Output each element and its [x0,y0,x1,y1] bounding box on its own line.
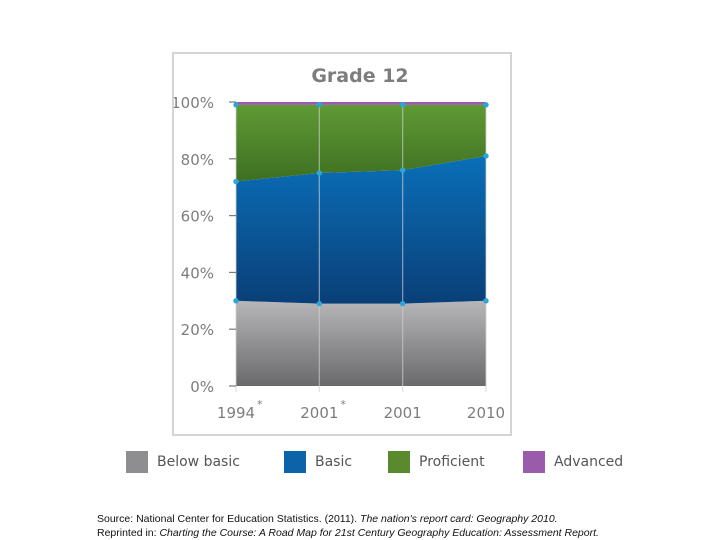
legend-label-basic: Basic [315,454,353,470]
x-tick-mark: * [257,398,263,411]
y-tick-label: 80% [181,151,214,169]
data-markers [233,102,489,307]
x-tick-label: 2010 [467,404,505,422]
legend-item-basic: Basic [284,448,352,476]
legend-swatch-advanced [523,451,545,473]
area-basic [236,155,486,304]
data-point-marker [483,102,489,108]
legend-label-advanced: Advanced [554,454,624,470]
source-line-2-text: Reprinted in: [97,527,160,539]
data-point-marker [399,102,406,108]
legend-item-below-basic: Below basic [126,448,240,476]
data-point-marker [399,167,406,173]
data-point-marker [233,298,239,304]
chart-svg: Grade 12 0%20%40%60%80%100%1994 * 2001 * 200… [174,65,505,422]
x-tick-mark: * [340,398,346,411]
x-tick-label: 2001 [384,404,422,422]
legend-label-below-basic: Below basic [157,454,240,470]
x-tick-label: 1994 [217,404,255,422]
y-tick-label: 20% [181,321,214,339]
y-tick-label: 0% [190,378,214,396]
y-tick-label: 100% [174,94,214,112]
y-tick-label: 60% [181,208,214,226]
legend-swatch-basic [284,451,306,473]
y-tick-label: 40% [181,264,214,282]
source-line-1: Source: National Center for Education St… [97,512,599,526]
chart-axes: 0%20%40%60%80%100%1994 * 2001 * 2001 2010 [174,94,505,422]
legend-item-advanced: Advanced [523,448,623,476]
chart-frame: Grade 12 0% 20% 40% 60% 80% 100% 1994 * 2001 * 200… [172,52,512,436]
data-point-marker [316,170,323,176]
data-point-marker [233,102,239,108]
source-line-1-text: Source: National Center for Education St… [97,513,361,525]
source-line-2-title: Charting the Course: A Road Map for 21st… [159,527,599,539]
data-point-marker [483,298,489,304]
source-citation: Source: National Center for Education St… [97,512,599,540]
data-point-marker [316,102,323,108]
data-point-marker [233,178,239,185]
area-advanced [236,102,486,105]
x-tick-label: 2001 [300,404,338,422]
source-line-2: Reprinted in: Charting the Course: A Roa… [97,526,599,540]
area-below-basic [236,300,486,386]
chart-title: Grade 12 [311,65,408,87]
data-point-marker [316,300,323,307]
legend-label-proficient: Proficient [419,454,485,470]
legend-swatch-below-basic [126,451,148,473]
legend-swatch-proficient [388,451,410,473]
data-point-marker [399,300,406,307]
area-proficient [236,104,486,182]
data-point-marker [483,153,489,159]
source-line-1-title: The nation's report card: Geography 2010… [360,513,558,525]
stacked-areas [236,102,486,386]
legend-item-proficient: Proficient [388,448,485,476]
